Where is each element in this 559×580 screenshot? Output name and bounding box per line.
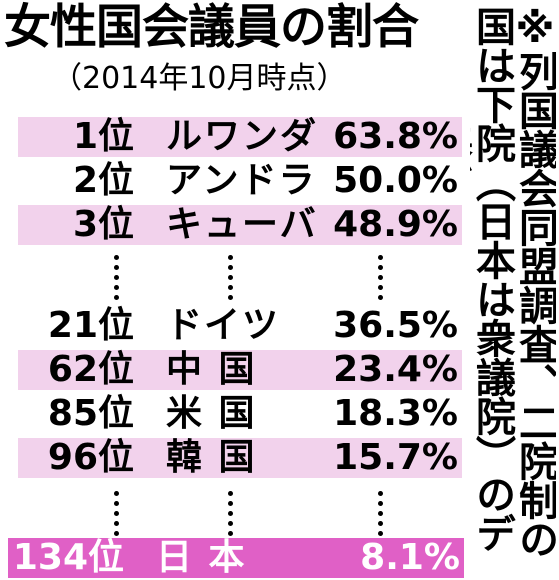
ellipsis-dot	[228, 295, 233, 300]
ellipsis-dot	[114, 265, 119, 270]
ellipsis-dot	[114, 491, 119, 496]
ranking-table: 1位 ルワンダ 63.8% 2位 アンドラ 50.0% 3位 キューバ 48.9% 21位 ドイツ 3…	[8, 117, 464, 578]
country-cell: 米 国	[166, 393, 257, 434]
rank-cell: 1位	[72, 116, 134, 157]
ellipsis-dot	[228, 285, 233, 290]
ellipsis-dot	[378, 511, 383, 516]
rank-cell: 134位	[12, 537, 124, 578]
ellipsis-dot	[228, 511, 233, 516]
chart-subtitle: （2014年10月時点）	[52, 61, 347, 96]
percent-cell: 23.4%	[333, 349, 458, 390]
ellipsis-dot	[378, 275, 383, 280]
ellipsis-dot	[228, 275, 233, 280]
table-row: 85位米 国 18.3%	[18, 394, 462, 434]
ellipsis-dot	[228, 501, 233, 506]
percent-cell: 36.5%	[333, 305, 458, 346]
rank-cell: 3位	[72, 204, 134, 245]
country-cell: 日 本	[156, 537, 247, 578]
rank-cell: 62位	[47, 349, 134, 390]
table-row: 1位 ルワンダ 63.8%	[18, 117, 462, 157]
ellipsis-dot	[378, 285, 383, 290]
ellipsis-dot	[378, 521, 383, 526]
table-row: 96位韓 国 15.7%	[18, 438, 462, 478]
ellipsis-dot	[114, 275, 119, 280]
table-row: 21位 ドイツ 36.5%	[18, 306, 462, 346]
ellipsis-dot	[114, 511, 119, 516]
percent-cell: 15.7%	[333, 437, 458, 478]
ellipsis-dot	[114, 521, 119, 526]
table-row: 62位中 国 23.4%	[18, 350, 462, 390]
rank-cell: 2位	[72, 160, 134, 201]
ellipsis-dots	[18, 485, 462, 545]
ellipsis-dot	[114, 295, 119, 300]
ellipsis-dot	[114, 531, 119, 536]
rank-cell: 85位	[47, 393, 134, 434]
country-cell: 韓 国	[166, 437, 257, 478]
ellipsis-dot	[114, 285, 119, 290]
ellipsis-dot	[114, 255, 119, 260]
source-note: ※列国議会同盟調査、二院制の国は下院（日本は衆議院）のデータに基づく	[470, 6, 556, 558]
percent-cell: 63.8%	[333, 116, 458, 157]
percent-cell: 18.3%	[333, 393, 458, 434]
ellipsis-dot	[114, 501, 119, 506]
country-cell: キューバ	[166, 204, 318, 245]
percent-cell: 50.0%	[333, 160, 458, 201]
country-cell: アンドラ	[166, 160, 317, 201]
ellipsis-dot	[378, 501, 383, 506]
country-cell: 中 国	[166, 349, 257, 390]
ellipsis-dot	[378, 255, 383, 260]
chart-title: 女性国会議員の割合	[4, 0, 419, 55]
percent-cell: 8.1%	[360, 537, 460, 578]
ellipsis-dot	[378, 491, 383, 496]
table-row: 2位 アンドラ 50.0%	[18, 161, 462, 201]
ellipsis-dots	[18, 249, 462, 309]
country-cell: ルワンダ	[166, 116, 319, 157]
table-row: 134位日 本 8.1%	[8, 538, 464, 578]
table-row: 3位 キューバ 48.9%	[18, 205, 462, 245]
country-cell: ドイツ	[166, 305, 281, 346]
ellipsis-dot	[378, 295, 383, 300]
ellipsis-dot	[228, 531, 233, 536]
rank-cell: 21位	[47, 305, 134, 346]
rank-cell: 96位	[47, 437, 134, 478]
ellipsis-dot	[228, 521, 233, 526]
ellipsis-dot	[228, 255, 233, 260]
percent-cell: 48.9%	[333, 204, 458, 245]
ellipsis-dot	[378, 531, 383, 536]
ellipsis-dot	[378, 265, 383, 270]
ellipsis-dot	[228, 265, 233, 270]
ellipsis-dot	[228, 491, 233, 496]
